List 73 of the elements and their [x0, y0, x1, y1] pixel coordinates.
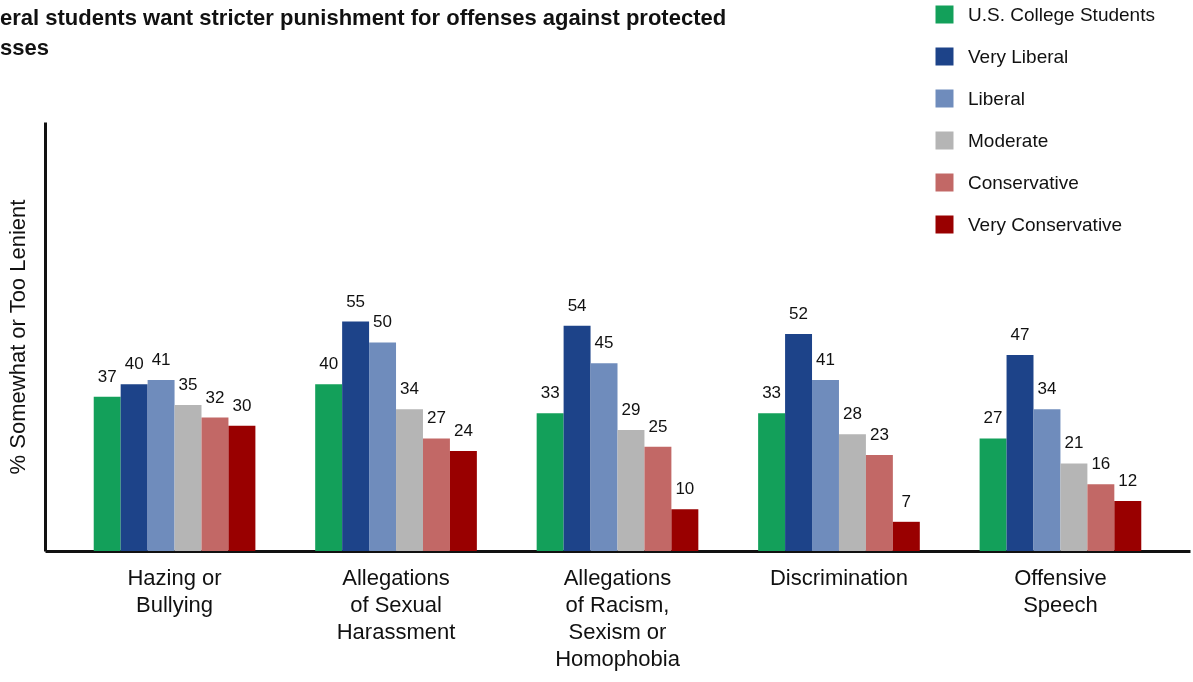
x-tick-label: Allegations of Sexual Harassment	[336, 564, 456, 644]
y-axis-title: % Somewhat or Too Lenient	[4, 199, 30, 475]
bar	[812, 379, 839, 551]
bar	[644, 446, 672, 551]
data-label: 45	[594, 333, 614, 353]
data-label: 54	[567, 295, 587, 315]
legend-label: U.S. College Students	[968, 3, 1155, 25]
bar	[785, 334, 813, 551]
data-label: 27	[426, 408, 446, 428]
bar	[838, 434, 866, 551]
bar	[396, 409, 423, 551]
data-label: 55	[346, 291, 366, 311]
bar	[979, 438, 1007, 551]
data-label: 50	[373, 312, 393, 332]
bar	[147, 379, 175, 551]
bar	[1060, 463, 1088, 551]
data-label: 35	[178, 375, 198, 395]
chart-title: eral students want stricter punishment for offenses against protected sses	[0, 5, 727, 60]
bar	[892, 521, 920, 551]
data-label: 52	[789, 304, 809, 324]
x-tick-label: Discrimination	[769, 564, 909, 590]
data-label: 29	[621, 400, 641, 420]
bar	[422, 438, 450, 551]
bar	[758, 413, 786, 551]
data-label: 34	[1037, 379, 1057, 399]
data-label: 30	[232, 395, 252, 415]
data-label: 33	[762, 383, 782, 403]
data-label: 16	[1091, 454, 1111, 474]
legend-label: Very Conservative	[968, 213, 1123, 235]
legend-label: Very Liberal	[968, 45, 1069, 67]
legend-label: Moderate	[968, 129, 1049, 151]
bar	[449, 450, 477, 551]
bar	[563, 325, 591, 551]
data-label: 40	[319, 354, 339, 374]
bar	[1087, 484, 1115, 551]
bar	[369, 342, 397, 551]
data-label: 7	[901, 491, 912, 511]
bar	[590, 363, 618, 551]
legend-label: Liberal	[968, 87, 1026, 109]
bar	[228, 425, 256, 551]
x-tick-label: Allegations of Racism, Sexism or Homophobia	[555, 564, 681, 671]
data-label: 12	[1118, 470, 1138, 490]
data-label: 47	[1010, 324, 1030, 344]
data-label: 25	[648, 416, 668, 436]
bar	[671, 509, 699, 551]
data-label: 23	[869, 425, 889, 445]
x-tick-label: Offensive Speech	[1014, 564, 1107, 617]
data-label: 24	[453, 420, 473, 440]
bar	[315, 384, 343, 551]
x-tick-label: Hazing or Bullying	[127, 564, 222, 617]
bar	[1033, 409, 1061, 551]
data-label: 34	[400, 379, 419, 399]
data-label: 40	[124, 354, 144, 374]
data-label: 27	[983, 408, 1003, 428]
bar	[865, 455, 893, 551]
data-label: 37	[97, 366, 117, 386]
bar	[201, 417, 229, 551]
bar	[1114, 500, 1142, 551]
data-label: 41	[151, 349, 171, 369]
bar	[342, 321, 370, 551]
bar	[174, 405, 202, 551]
data-label: 41	[816, 349, 835, 369]
legend-label: Conservative	[968, 171, 1079, 193]
data-label: 28	[842, 404, 862, 424]
data-label: 21	[1064, 433, 1084, 453]
bar	[536, 413, 564, 551]
data-label: 33	[540, 383, 560, 403]
data-label: 10	[675, 479, 695, 499]
bar	[93, 396, 121, 551]
bar	[120, 384, 148, 551]
data-label: 32	[205, 387, 225, 407]
bar	[617, 430, 645, 551]
bar	[1006, 354, 1034, 551]
